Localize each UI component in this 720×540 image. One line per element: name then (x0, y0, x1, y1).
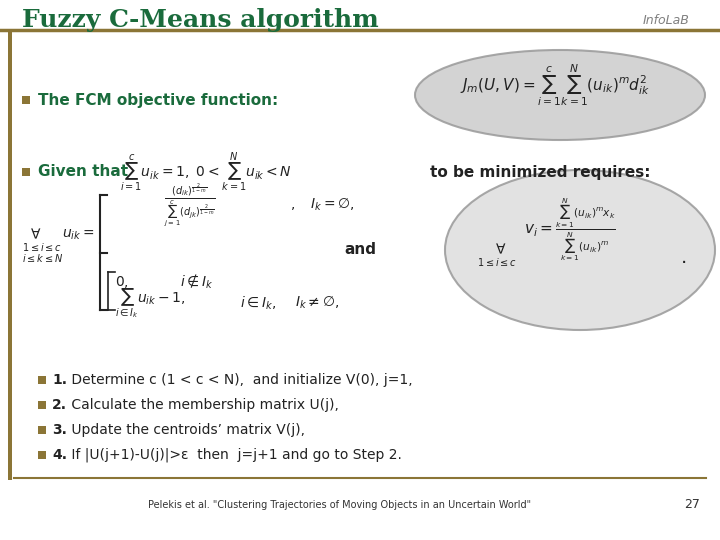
Text: Fuzzy C-Means algorithm: Fuzzy C-Means algorithm (22, 8, 379, 32)
Text: and: and (344, 242, 376, 258)
Text: Given that: Given that (38, 165, 128, 179)
Text: Determine c (1 < c < N),  and initialize V(0), j=1,: Determine c (1 < c < N), and initialize … (67, 373, 413, 387)
Text: 4.: 4. (52, 448, 67, 462)
FancyBboxPatch shape (22, 96, 30, 104)
FancyBboxPatch shape (38, 401, 46, 409)
Text: to be minimized requires:: to be minimized requires: (430, 165, 650, 179)
Text: 3.: 3. (52, 423, 67, 437)
Text: InfoLaB: InfoLaB (643, 14, 690, 26)
Ellipse shape (445, 170, 715, 330)
Text: $0,$: $0,$ (115, 274, 129, 290)
Text: $1\leq i\leq c$: $1\leq i\leq c$ (22, 241, 62, 253)
FancyBboxPatch shape (38, 376, 46, 384)
Text: $\sum_{i=1}^{c}u_{ik}=1,\ 0<\sum_{k=1}^{N}u_{ik}<N$: $\sum_{i=1}^{c}u_{ik}=1,\ 0<\sum_{k=1}^{… (120, 150, 292, 194)
Text: $,\quad I_k=\emptyset,$: $,\quad I_k=\emptyset,$ (290, 197, 355, 213)
FancyBboxPatch shape (22, 168, 30, 176)
Text: $u_{ik}=$: $u_{ik}=$ (62, 228, 94, 242)
Text: If |U(j+1)-U(j)|>ε  then  j=j+1 and go to Step 2.: If |U(j+1)-U(j)|>ε then j=j+1 and go to … (67, 448, 402, 462)
Text: $\forall$: $\forall$ (30, 228, 41, 242)
Text: Pelekis et al. "Clustering Trajectories of Moving Objects in an Uncertain World": Pelekis et al. "Clustering Trajectories … (148, 500, 531, 510)
Text: 27: 27 (684, 498, 700, 511)
Ellipse shape (415, 50, 705, 140)
Text: $\forall$: $\forall$ (495, 243, 506, 257)
Text: Update the centroids’ matrix V(j),: Update the centroids’ matrix V(j), (67, 423, 305, 437)
Text: $i\in I_k,$: $i\in I_k,$ (240, 294, 276, 312)
Text: 1.: 1. (52, 373, 67, 387)
Text: $\sum_{i\in I_k}u_{ik}-1,$: $\sum_{i\in I_k}u_{ik}-1,$ (115, 286, 186, 320)
Text: $\frac{(d_{ik})^{\frac{2}{1-m}}}{\sum_{j=1}^{c}(d_{jk})^{\frac{2}{1-m}}}$: $\frac{(d_{ik})^{\frac{2}{1-m}}}{\sum_{j… (164, 181, 216, 229)
Text: Calculate the membership matrix U(j),: Calculate the membership matrix U(j), (67, 398, 339, 412)
Text: $J_m(U,V)=\sum_{i=1}^{c}\sum_{k=1}^{N}(u_{ik})^m d_{ik}^2$: $J_m(U,V)=\sum_{i=1}^{c}\sum_{k=1}^{N}(u… (460, 62, 650, 108)
FancyBboxPatch shape (38, 451, 46, 459)
Text: 2.: 2. (52, 398, 67, 412)
Text: $.$: $.$ (680, 249, 686, 267)
FancyBboxPatch shape (8, 30, 12, 480)
Text: $I_k\neq\emptyset,$: $I_k\neq\emptyset,$ (295, 295, 339, 311)
Text: $1\leq i\leq c$: $1\leq i\leq c$ (477, 256, 517, 268)
Text: $v_i = \frac{\sum_{k=1}^{N}(u_{ik})^m x_k}{\sum_{k=1}^{N}(u_{ik})^m}$: $v_i = \frac{\sum_{k=1}^{N}(u_{ik})^m x_… (524, 197, 616, 264)
FancyBboxPatch shape (38, 426, 46, 434)
Text: $i\leq k\leq N$: $i\leq k\leq N$ (22, 252, 63, 264)
Text: $i\notin I_k$: $i\notin I_k$ (180, 273, 213, 291)
Text: The FCM objective function:: The FCM objective function: (38, 92, 278, 107)
